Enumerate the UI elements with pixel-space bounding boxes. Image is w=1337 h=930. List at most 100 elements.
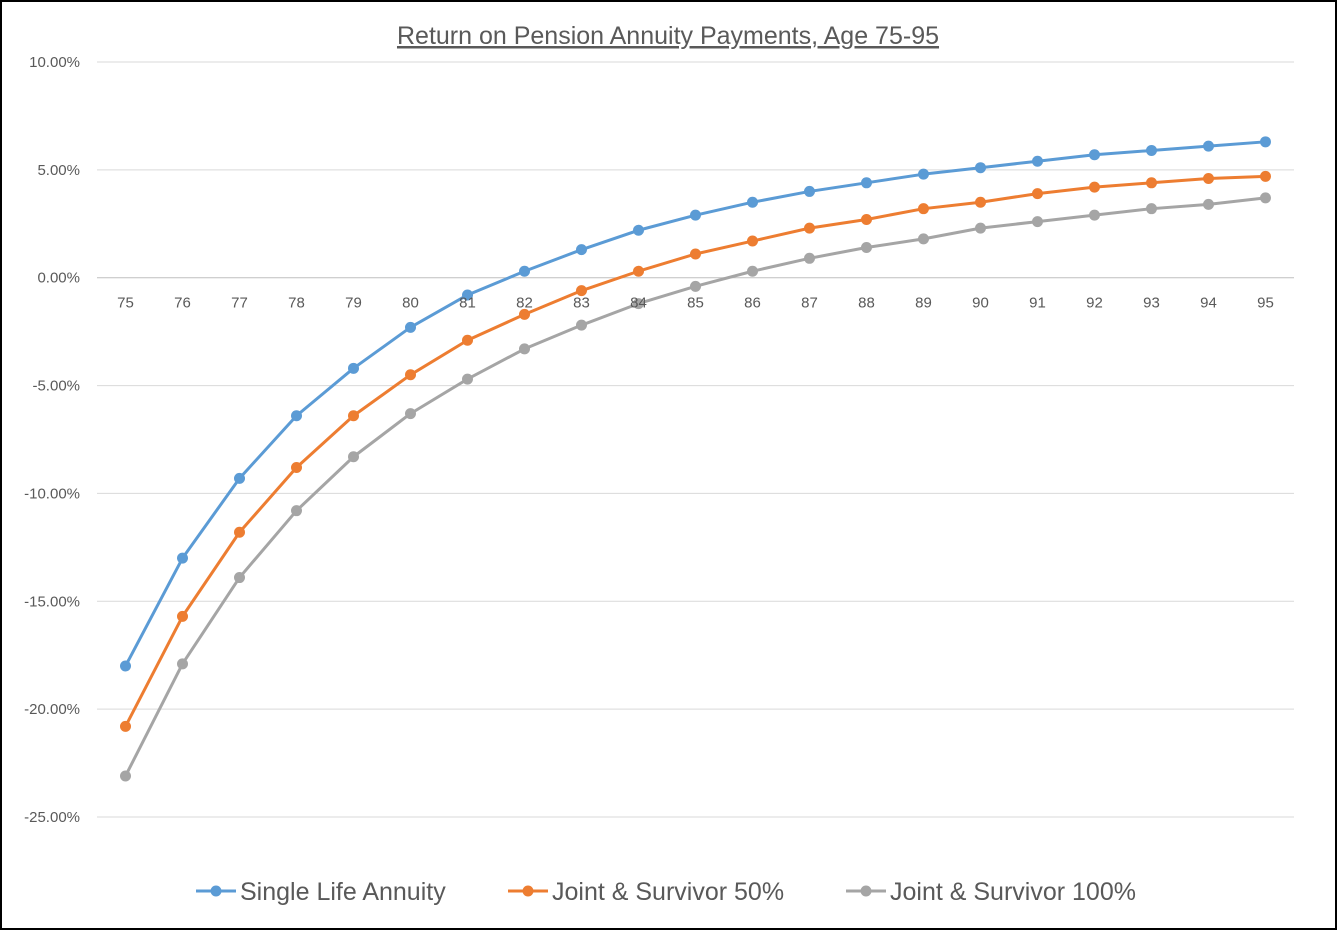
legend-marker <box>522 885 534 897</box>
data-point <box>291 410 302 422</box>
legend-label: Joint & Survivor 50% <box>552 878 784 906</box>
legend-entry: Single Life Annuity <box>196 878 446 906</box>
x-tick-label: 93 <box>1143 295 1160 312</box>
y-axis-tick-labels: 10.00% 5.00% 0.00% -5.00% -10.00% -15.00% -20.… <box>24 54 80 826</box>
x-tick-label: 84 <box>630 295 647 312</box>
series-1 <box>120 136 1271 672</box>
data-point <box>120 720 131 732</box>
data-point <box>1146 177 1157 189</box>
x-tick-label: 91 <box>1029 295 1046 312</box>
data-point <box>804 185 815 197</box>
legend-entry: Joint & Survivor 100% <box>846 878 1136 906</box>
data-point <box>234 526 245 538</box>
data-point <box>576 285 587 297</box>
data-point <box>405 408 416 420</box>
data-point <box>918 233 929 245</box>
data-point <box>975 222 986 234</box>
data-point <box>690 280 701 292</box>
data-point <box>348 451 359 463</box>
x-tick-label: 95 <box>1257 295 1274 312</box>
y-tick-label: 0.00% <box>37 270 80 287</box>
y-tick-label: -10.00% <box>24 485 80 502</box>
x-tick-label: 94 <box>1200 295 1217 312</box>
data-point <box>918 168 929 180</box>
x-tick-label: 78 <box>288 295 305 312</box>
x-tick-label: 86 <box>744 295 761 312</box>
data-point <box>405 321 416 333</box>
data-point <box>348 410 359 422</box>
x-tick-label: 83 <box>573 295 590 312</box>
y-tick-label: 10.00% <box>29 54 80 71</box>
data-point <box>1032 155 1043 167</box>
data-point <box>747 265 758 277</box>
data-point <box>1260 192 1271 204</box>
data-point <box>519 265 530 277</box>
data-point <box>405 369 416 381</box>
data-point <box>1260 136 1271 148</box>
data-point <box>1146 203 1157 215</box>
legend-marker <box>860 885 872 897</box>
data-point <box>804 252 815 264</box>
data-point <box>633 265 644 277</box>
data-point <box>177 658 188 670</box>
x-tick-label: 79 <box>345 295 362 312</box>
data-point <box>120 660 131 672</box>
series-lines <box>120 136 1271 782</box>
data-point <box>1203 140 1214 152</box>
legend-label: Single Life Annuity <box>240 878 446 906</box>
x-axis-tick-labels: 75 76 77 78 79 80 81 82 83 84 85 86 87 88 89 90 91 92 93 94… <box>117 295 1274 312</box>
x-tick-label: 92 <box>1086 295 1103 312</box>
x-tick-label: 81 <box>459 295 476 312</box>
x-tick-label: 89 <box>915 295 932 312</box>
data-point <box>519 308 530 320</box>
data-point <box>462 334 473 346</box>
y-tick-label: -15.00% <box>24 593 80 610</box>
data-point <box>1203 172 1214 184</box>
x-tick-label: 76 <box>174 295 191 312</box>
data-point <box>861 242 872 254</box>
series-2 <box>120 170 1271 732</box>
data-point <box>747 196 758 208</box>
data-point <box>576 244 587 256</box>
data-point <box>633 298 644 310</box>
data-point <box>291 462 302 474</box>
series-3 <box>120 192 1271 782</box>
data-point <box>1260 170 1271 182</box>
legend-marker <box>210 885 222 897</box>
gridlines <box>97 61 1294 818</box>
y-tick-label: 5.00% <box>37 162 80 179</box>
y-tick-label: -20.00% <box>24 701 80 718</box>
data-point <box>1089 149 1100 161</box>
x-tick-label: 87 <box>801 295 818 312</box>
data-point <box>690 248 701 260</box>
x-tick-label: 80 <box>402 295 419 312</box>
data-point <box>348 362 359 374</box>
chart-title: Return on Pension Annuity Payments, Age … <box>397 22 939 50</box>
data-point <box>1146 144 1157 156</box>
data-point <box>576 319 587 331</box>
data-point <box>1032 188 1043 200</box>
data-point <box>1089 209 1100 221</box>
data-point <box>177 552 188 564</box>
x-tick-label: 75 <box>117 295 134 312</box>
data-point <box>690 209 701 221</box>
data-point <box>519 343 530 355</box>
y-tick-label: -5.00% <box>32 378 80 395</box>
x-tick-label: 85 <box>687 295 704 312</box>
data-point <box>918 203 929 215</box>
data-point <box>462 289 473 301</box>
legend: Single Life Annuity Joint & Survivor 50% J… <box>196 878 1136 906</box>
x-tick-label: 88 <box>858 295 875 312</box>
data-point <box>1203 198 1214 210</box>
data-point <box>861 177 872 189</box>
data-point <box>234 472 245 484</box>
data-point <box>234 572 245 584</box>
x-tick-label: 77 <box>231 295 248 312</box>
data-point <box>120 770 131 782</box>
data-point <box>177 610 188 622</box>
data-point <box>804 222 815 234</box>
data-point <box>975 162 986 174</box>
legend-entry: Joint & Survivor 50% <box>508 878 784 906</box>
data-point <box>747 235 758 247</box>
